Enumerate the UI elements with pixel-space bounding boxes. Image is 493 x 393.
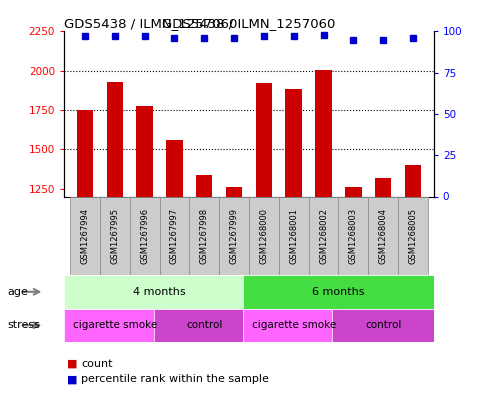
Bar xyxy=(338,196,368,275)
Text: GSM1268001: GSM1268001 xyxy=(289,208,298,264)
Bar xyxy=(137,106,153,196)
Bar xyxy=(64,275,255,309)
Bar xyxy=(196,175,212,196)
Bar xyxy=(375,178,391,196)
Bar xyxy=(106,82,123,196)
Bar xyxy=(160,196,189,275)
Bar xyxy=(279,196,309,275)
Text: ■: ■ xyxy=(67,358,77,369)
Bar xyxy=(64,309,166,342)
Text: GSM1267998: GSM1267998 xyxy=(200,208,209,264)
Text: GSM1268002: GSM1268002 xyxy=(319,208,328,264)
Text: 4 months: 4 months xyxy=(133,287,186,297)
Text: GSM1268000: GSM1268000 xyxy=(259,208,268,264)
Bar xyxy=(398,196,428,275)
Bar xyxy=(70,196,100,275)
Text: GSM1267997: GSM1267997 xyxy=(170,208,179,264)
Bar xyxy=(243,309,345,342)
Title: GDS5438 / ILMN_1257060: GDS5438 / ILMN_1257060 xyxy=(162,17,336,30)
Bar xyxy=(405,165,421,196)
Text: GDS5438 / ILMN_1257060: GDS5438 / ILMN_1257060 xyxy=(64,17,238,30)
Bar xyxy=(226,187,242,196)
Text: control: control xyxy=(365,320,401,330)
Bar xyxy=(285,89,302,196)
Text: GSM1267996: GSM1267996 xyxy=(140,208,149,264)
Text: GSM1267994: GSM1267994 xyxy=(80,208,89,264)
Text: cigarette smoke: cigarette smoke xyxy=(251,320,336,330)
Bar xyxy=(130,196,160,275)
Bar xyxy=(166,140,182,196)
Text: age: age xyxy=(7,287,28,297)
Bar xyxy=(345,187,361,196)
Text: GSM1268004: GSM1268004 xyxy=(379,208,387,264)
Text: GSM1267999: GSM1267999 xyxy=(230,208,239,264)
Text: count: count xyxy=(81,358,113,369)
Bar xyxy=(189,196,219,275)
Bar xyxy=(309,196,338,275)
Bar xyxy=(153,309,255,342)
Bar xyxy=(256,83,272,196)
Bar xyxy=(249,196,279,275)
Bar xyxy=(368,196,398,275)
Text: GSM1268005: GSM1268005 xyxy=(409,208,418,264)
Text: control: control xyxy=(186,320,222,330)
Text: 6 months: 6 months xyxy=(312,287,365,297)
Bar xyxy=(219,196,249,275)
Text: stress: stress xyxy=(7,320,40,330)
Bar xyxy=(332,309,434,342)
Text: ■: ■ xyxy=(67,374,77,384)
Text: GSM1267995: GSM1267995 xyxy=(110,208,119,264)
Bar xyxy=(77,110,93,196)
Bar xyxy=(243,275,434,309)
Bar xyxy=(100,196,130,275)
Text: GSM1268003: GSM1268003 xyxy=(349,208,358,264)
Text: cigarette smoke: cigarette smoke xyxy=(72,320,157,330)
Text: percentile rank within the sample: percentile rank within the sample xyxy=(81,374,269,384)
Bar xyxy=(316,70,332,196)
